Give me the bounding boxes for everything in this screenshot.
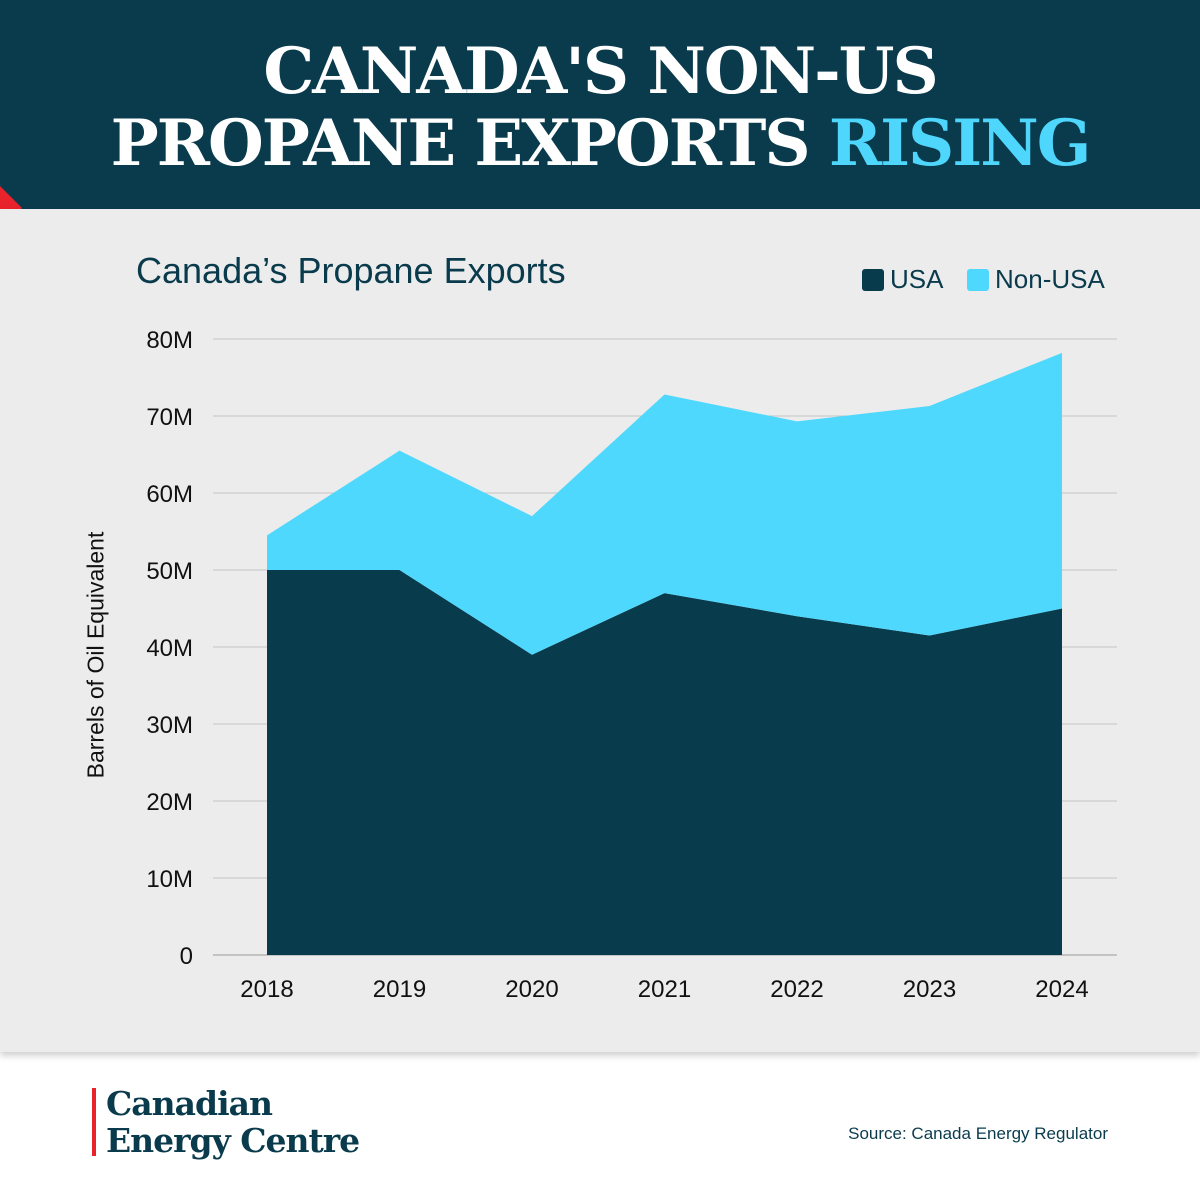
y-tick-label: 20M	[146, 789, 193, 816]
x-tick-label: 2024	[1035, 976, 1088, 1003]
logo-line-1: Canadian	[106, 1084, 273, 1123]
y-tick-label: 70M	[146, 404, 193, 431]
y-tick-label: 60M	[146, 481, 193, 508]
x-tick-label: 2019	[373, 976, 426, 1003]
headline-line-1: CANADA'S NON-US	[263, 34, 938, 109]
area-series-non-usa	[267, 352, 1062, 655]
x-tick-label: 2023	[903, 976, 956, 1003]
legend-swatch-usa	[862, 268, 884, 291]
legend-label-non-usa: Non-USA	[995, 264, 1105, 294]
x-tick-label: 2018	[240, 976, 293, 1003]
headline-line-2: PROPANE EXPORTS RISING	[0, 108, 1200, 180]
logo: Canadian Energy Centre	[106, 1084, 360, 1160]
headline-accent: RISING	[828, 106, 1091, 181]
source-note: Source: Canada Energy Regulator	[848, 1124, 1108, 1143]
legend-item-usa: USA	[862, 264, 943, 295]
y-tick-label: 30M	[146, 712, 193, 739]
legend-item-non-usa: Non-USA	[967, 264, 1105, 295]
logo-bar	[92, 1088, 96, 1156]
headline-main: PROPANE EXPORTS	[110, 106, 811, 181]
chart-title: Canada’s Propane Exports	[136, 250, 566, 291]
y-tick-label: 40M	[146, 635, 193, 662]
header-banner	[0, 0, 1200, 209]
area-series-usa	[267, 570, 1062, 955]
y-tick-label: 0	[180, 943, 193, 970]
y-tick-label: 50M	[146, 558, 193, 585]
legend-swatch-non-usa	[967, 268, 989, 291]
x-tick-label: 2021	[638, 976, 691, 1003]
x-tick-label: 2022	[770, 976, 823, 1003]
x-tick-label: 2020	[505, 976, 558, 1003]
logo-line-2: Energy Centre	[106, 1121, 360, 1160]
y-tick-label: 80M	[146, 327, 193, 354]
legend-label-usa: USA	[890, 264, 944, 294]
headline: CANADA'S NON-US PROPANE EXPORTS RISING	[0, 36, 1200, 180]
y-tick-label: 10M	[146, 866, 193, 893]
